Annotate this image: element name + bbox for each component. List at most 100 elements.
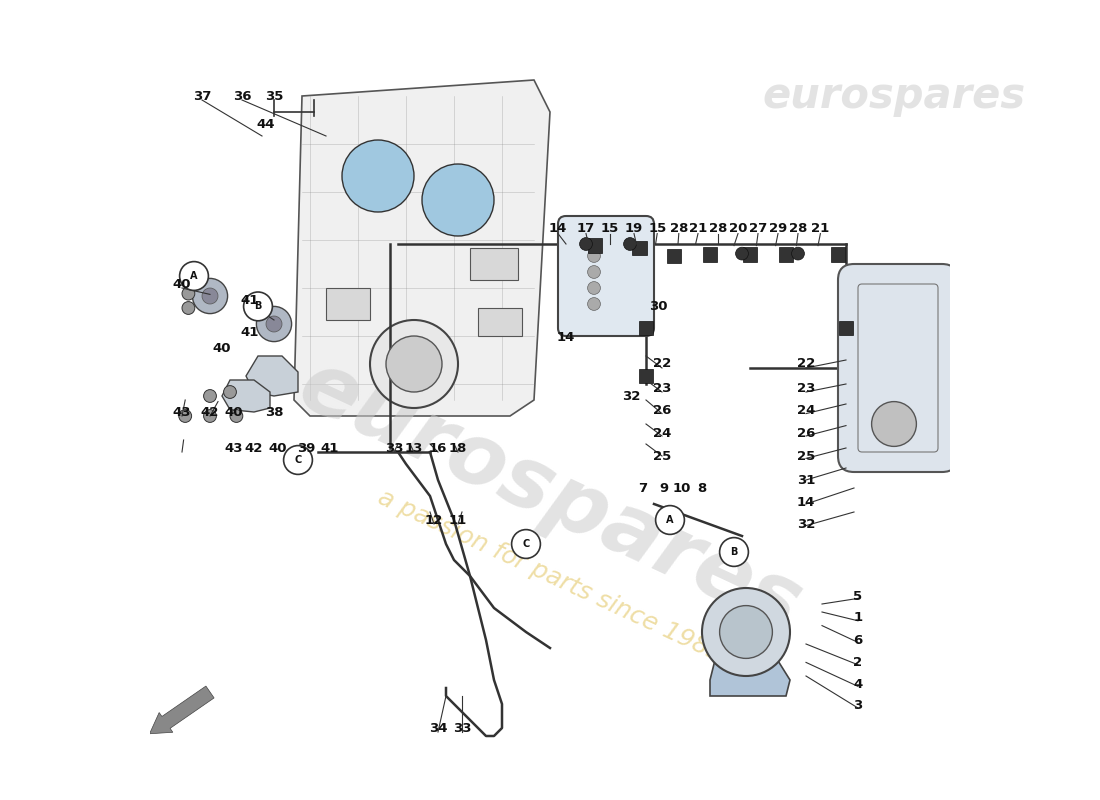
Text: 18: 18 [449, 442, 468, 454]
Text: B: B [730, 547, 738, 557]
Text: 9: 9 [660, 482, 669, 494]
Circle shape [342, 140, 414, 212]
Text: 21: 21 [812, 222, 829, 234]
Circle shape [284, 446, 312, 474]
Text: 27: 27 [749, 222, 767, 234]
Circle shape [243, 292, 273, 321]
Text: 13: 13 [405, 442, 424, 454]
Text: 1: 1 [854, 611, 862, 624]
Text: 20: 20 [729, 222, 747, 234]
Text: B: B [254, 302, 262, 311]
Circle shape [871, 402, 916, 446]
Circle shape [192, 278, 228, 314]
Circle shape [587, 282, 601, 294]
Bar [639, 369, 653, 383]
Text: 14: 14 [549, 222, 568, 234]
Text: 23: 23 [796, 382, 815, 394]
Text: 26: 26 [796, 427, 815, 440]
Circle shape [202, 288, 218, 304]
Text: 28: 28 [708, 222, 727, 234]
Text: 42: 42 [201, 406, 219, 418]
Text: 34: 34 [429, 722, 448, 734]
Text: 33: 33 [385, 442, 404, 454]
Circle shape [182, 287, 195, 300]
Text: 40: 40 [212, 342, 231, 354]
Polygon shape [710, 648, 790, 696]
Text: 24: 24 [796, 404, 815, 417]
Text: 23: 23 [652, 382, 671, 394]
Text: 41: 41 [241, 294, 260, 306]
Text: 33: 33 [453, 722, 471, 734]
Bar [478, 308, 522, 336]
Bar [639, 321, 653, 335]
Text: 35: 35 [265, 90, 283, 102]
Circle shape [656, 506, 684, 534]
Text: C: C [522, 539, 529, 549]
Text: 7: 7 [638, 482, 648, 494]
Text: 42: 42 [245, 442, 263, 454]
Text: 6: 6 [854, 634, 862, 646]
Text: 26: 26 [652, 404, 671, 417]
Text: 8: 8 [697, 482, 706, 494]
Text: 40: 40 [224, 406, 243, 418]
Text: C: C [295, 455, 301, 465]
Text: 11: 11 [449, 514, 468, 526]
Circle shape [719, 606, 772, 658]
Polygon shape [294, 80, 550, 416]
Polygon shape [246, 356, 298, 396]
Bar [830, 247, 845, 262]
Text: 16: 16 [429, 442, 448, 454]
Text: 29: 29 [769, 222, 788, 234]
Circle shape [256, 306, 292, 342]
Polygon shape [222, 380, 270, 412]
Text: 17: 17 [576, 222, 595, 234]
Text: 21: 21 [689, 222, 707, 234]
Text: 22: 22 [796, 358, 815, 370]
FancyArrow shape [150, 686, 214, 734]
Circle shape [624, 238, 637, 250]
Circle shape [266, 316, 282, 332]
Circle shape [370, 320, 458, 408]
FancyBboxPatch shape [558, 216, 654, 336]
Text: 40: 40 [268, 442, 287, 454]
Text: A: A [667, 515, 673, 525]
Text: 19: 19 [625, 222, 644, 234]
Text: 24: 24 [652, 427, 671, 440]
Text: a passion for parts since 1985: a passion for parts since 1985 [374, 486, 726, 666]
Circle shape [230, 410, 243, 422]
Text: 15: 15 [601, 222, 619, 234]
Text: 4: 4 [854, 678, 862, 690]
Text: 15: 15 [648, 222, 667, 234]
Circle shape [580, 238, 593, 250]
Text: 36: 36 [233, 90, 251, 102]
Circle shape [736, 247, 748, 260]
Circle shape [179, 262, 208, 290]
Bar [470, 248, 518, 280]
Circle shape [587, 266, 601, 278]
Bar [667, 249, 681, 263]
Text: 28: 28 [670, 222, 688, 234]
Circle shape [182, 302, 195, 314]
Text: 3: 3 [854, 699, 862, 712]
Text: 37: 37 [192, 90, 211, 102]
Text: 43: 43 [173, 406, 191, 418]
Text: 22: 22 [653, 358, 671, 370]
Bar [742, 247, 757, 262]
Text: 31: 31 [796, 474, 815, 486]
Text: 41: 41 [241, 326, 260, 338]
Text: 43: 43 [224, 442, 243, 454]
Bar [326, 288, 370, 320]
Text: 32: 32 [623, 390, 641, 402]
Circle shape [422, 164, 494, 236]
Circle shape [512, 530, 540, 558]
Circle shape [587, 250, 601, 262]
Bar [632, 241, 647, 255]
Text: eurospares: eurospares [762, 75, 1025, 117]
Circle shape [792, 247, 804, 260]
Circle shape [179, 410, 191, 422]
Circle shape [702, 588, 790, 676]
Text: 2: 2 [854, 656, 862, 669]
Text: eurospares: eurospares [286, 343, 814, 649]
Circle shape [386, 336, 442, 392]
Bar [839, 321, 854, 335]
